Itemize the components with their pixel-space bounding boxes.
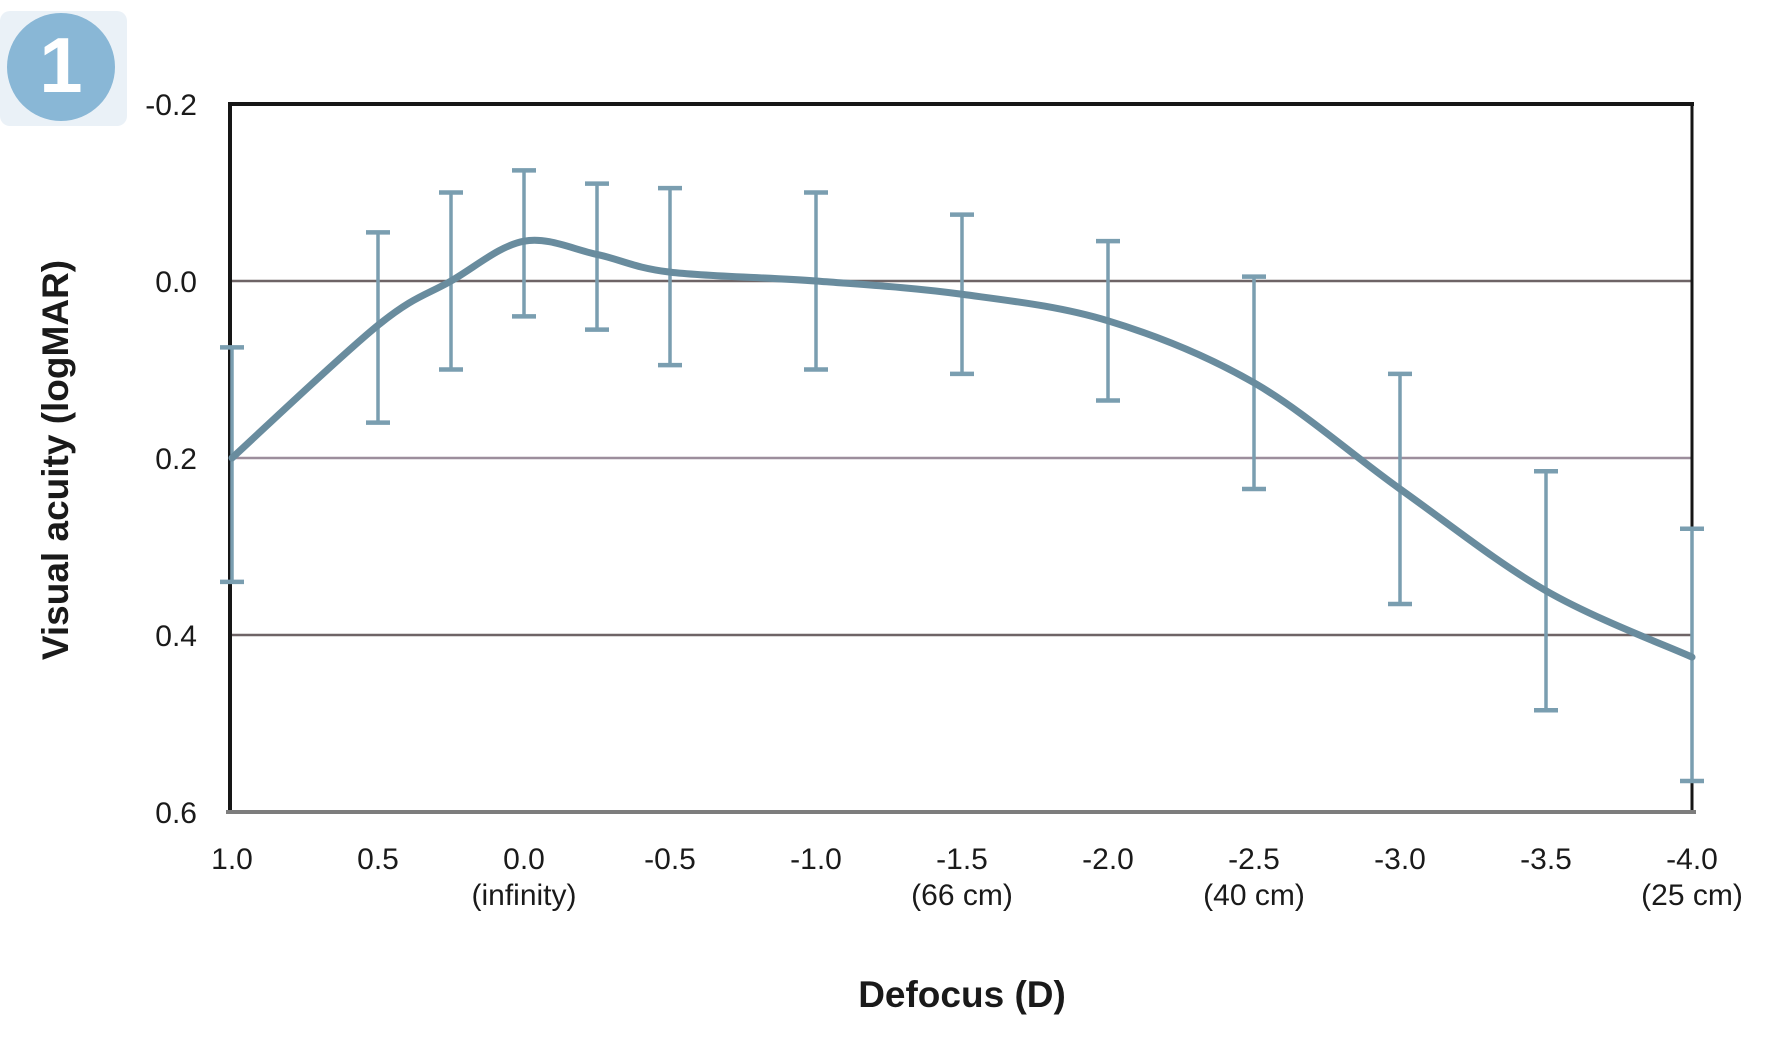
- error-bars: [220, 168, 1704, 784]
- x-axis-title: Defocus (D): [858, 974, 1066, 1015]
- x-tick-label: -4.0: [1666, 843, 1718, 876]
- y-tick-label: 0.0: [155, 266, 197, 299]
- x-tick-label: -1.5: [936, 843, 988, 876]
- error-bar: [220, 345, 244, 585]
- x-tick-label: -0.5: [644, 843, 696, 876]
- x-tick-label: 0.5: [357, 843, 399, 876]
- x-tick-label: 1.0: [211, 843, 253, 876]
- figure-number: 1: [39, 21, 83, 109]
- x-tick-sublabel: (infinity): [471, 879, 576, 912]
- x-tick-labels: 1.0 0.5 0.0(infinity) -0.5 -1.0 -1.5(66 cm) -2…: [211, 843, 1743, 912]
- x-tick-label: -1.0: [790, 843, 842, 876]
- y-tick-label: 0.2: [155, 443, 197, 476]
- x-tick-sublabel: (40 cm): [1203, 879, 1305, 912]
- x-tick-sublabel: (66 cm): [911, 879, 1013, 912]
- y-axis-title: Visual acuity (logMAR): [35, 260, 76, 660]
- x-tick-sublabel: (25 cm): [1641, 879, 1743, 912]
- x-tick-label: -3.5: [1520, 843, 1572, 876]
- x-tick-label: 0.0: [503, 843, 545, 876]
- y-tick-label: 0.6: [155, 797, 197, 830]
- y-tick-label: -0.2: [145, 89, 197, 122]
- x-tick-label: -3.0: [1374, 843, 1426, 876]
- series-line: [228, 236, 1696, 661]
- x-tick-label: -2.5: [1228, 843, 1280, 876]
- y-tick-label: 0.4: [155, 620, 197, 653]
- error-bar: [658, 185, 682, 368]
- x-tick-label: -2.0: [1082, 843, 1134, 876]
- y-tick-labels: -0.2 0.0 0.2 0.4 0.6: [145, 89, 197, 830]
- figure-number-badge: 1: [7, 13, 115, 121]
